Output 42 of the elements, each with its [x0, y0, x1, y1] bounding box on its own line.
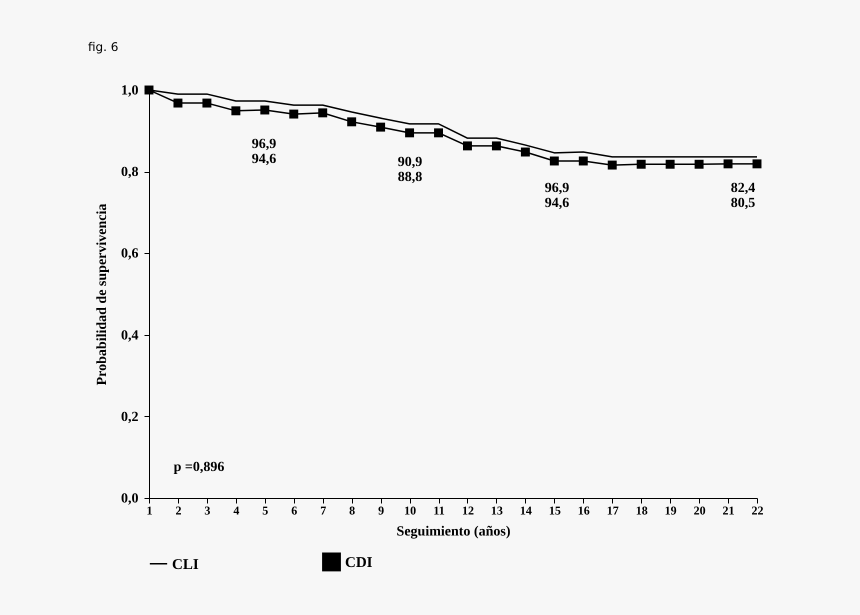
annotation: 88,8 [398, 170, 422, 185]
x-tick-label: 10 [404, 504, 416, 518]
x-tick-label: 21 [722, 504, 735, 518]
annotation: 90,9 [398, 155, 422, 170]
x-tick-label: 20 [694, 504, 706, 518]
x-tick-label: 9 [378, 504, 384, 518]
y-tick-label: 0,4 [121, 328, 138, 344]
x-axis-title: Seguimiento (años) [396, 524, 511, 540]
legend-label: CDI [345, 554, 373, 571]
x-tick-label: 3 [204, 504, 210, 518]
x-tick-label: 4 [233, 504, 240, 518]
x-tick-label: 8 [349, 504, 356, 518]
x-tick-label: 5 [262, 504, 268, 518]
y-tick-label: 0,6 [121, 246, 138, 262]
annotation: 82,4 [730, 181, 756, 196]
legend-label: CLI [172, 556, 199, 573]
x-tick-label: 12 [462, 504, 474, 518]
y-tick-label: 0,2 [121, 410, 138, 425]
x-tick-label: 22 [752, 504, 764, 518]
x-tick-label: 19 [664, 504, 677, 518]
y-tick-label: 0,8 [121, 165, 138, 180]
annotation: p =0,896 [174, 460, 224, 475]
chart-title: fig. 6 [88, 40, 118, 54]
annotation: 96,9 [252, 137, 276, 152]
x-tick-label: 11 [433, 504, 445, 518]
x-tick-label: 6 [291, 504, 298, 518]
x-tick-label: 18 [636, 504, 648, 518]
annotation: 94,6 [252, 152, 276, 167]
x-tick-label: 17 [606, 504, 619, 518]
x-tick-label: 2 [175, 504, 182, 518]
annotation: 94,6 [544, 196, 570, 211]
y-tick-label: 0,0 [121, 492, 138, 506]
y-tick-label: 1,0 [121, 84, 138, 98]
x-tick-label: 16 [578, 504, 590, 518]
x-tick-label: 7 [320, 504, 326, 518]
annotation: 80,5 [730, 196, 756, 211]
y-axis-title: Probabilidad de supervivencia [95, 204, 110, 386]
x-tick-label: 15 [548, 504, 561, 518]
x-tick-label: 13 [490, 504, 503, 518]
annotation: 96,9 [544, 181, 570, 196]
x-tick-label: 1 [146, 504, 152, 518]
x-tick-label: 14 [520, 504, 532, 518]
